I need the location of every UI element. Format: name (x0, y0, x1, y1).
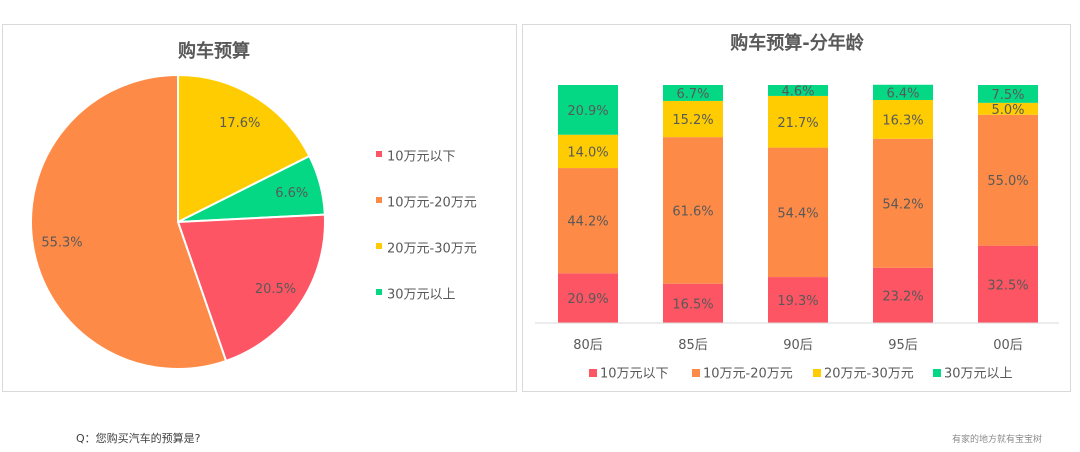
legend-swatch (376, 151, 382, 157)
bar-segment (663, 85, 723, 101)
source-watermark: 有家的地方就有宝宝树 (951, 435, 1042, 445)
x-tick-label: 00后 (993, 338, 1023, 353)
bar-segment-label: 6.4% (886, 86, 919, 101)
bar-segment-label: 19.3% (777, 294, 818, 309)
x-tick-label: 80后 (573, 338, 603, 353)
bar-segment (978, 114, 1038, 246)
bar-segment (768, 85, 828, 96)
legend-swatch (692, 369, 700, 377)
bar-segment (663, 137, 723, 284)
bar-segment-label: 55.0% (987, 174, 1028, 189)
legend-label: 10万元以下 (387, 150, 456, 165)
bar-segment-label: 21.7% (777, 116, 818, 131)
legend-swatch (933, 369, 941, 377)
legend-label: 30万元以上 (944, 367, 1013, 382)
pie-slice (177, 73, 311, 224)
legend-label: 20万元-30万元 (824, 367, 914, 382)
bar-segment (978, 85, 1038, 103)
bar-segment-label: 23.2% (882, 289, 923, 304)
bar-segment-label: 6.7% (676, 87, 709, 102)
legend-swatch (376, 243, 382, 249)
pie-chart-panel: 购车预算 17.6% 6.6% 20.5% 55.3% 10万元以下 10万元-20万元… (2, 24, 517, 392)
pie-slice (176, 213, 326, 363)
pie-slice (30, 73, 228, 370)
bar-segment (558, 134, 618, 169)
bar-segment (558, 273, 618, 323)
bar-segment (558, 85, 618, 135)
bar-chart-panel: 购车预算-分年龄 20.9% 44.2% 14.0% 20.9% 16.5% 61.6% 1… (522, 24, 1071, 392)
legend-label: 10万元以下 (600, 367, 669, 382)
legend-label: 20万元-30万元 (387, 242, 477, 257)
pie-chart-title: 购车预算 (178, 40, 250, 62)
legend-swatch (813, 369, 821, 377)
bar-segment (768, 277, 828, 323)
bar-segment (873, 99, 933, 139)
bar-segment (558, 168, 618, 274)
legend-swatch (376, 197, 382, 203)
pie-slice-label: 17.6% (219, 116, 260, 131)
bar-segment-label: 15.2% (672, 113, 713, 128)
legend-swatch (376, 289, 382, 295)
bar-segment (663, 100, 723, 138)
pie-slice-label: 55.3% (41, 235, 82, 250)
x-tick-label: 90后 (783, 338, 813, 353)
bar-chart-title: 购车预算-分年龄 (730, 32, 864, 54)
bar-segment-label: 4.6% (781, 84, 814, 99)
bar-segment-label: 54.2% (882, 197, 923, 212)
bar-segment (873, 267, 933, 323)
bar-segment-label: 20.9% (567, 292, 608, 307)
bar-segment-label: 5.0% (991, 103, 1024, 118)
bar-segment-label: 16.3% (882, 113, 923, 128)
bar-segment (768, 147, 828, 278)
bar-segment-label: 20.9% (567, 104, 608, 119)
legend-swatch (589, 369, 597, 377)
bar-segment-label: 44.2% (567, 215, 608, 230)
x-tick-label: 85后 (678, 338, 708, 353)
pie-chart: 购车预算 17.6% 6.6% 20.5% 55.3% 10万元以下 10万元-20万元… (30, 40, 477, 370)
bar-segment-label: 54.4% (777, 206, 818, 221)
pie-slice-label: 20.5% (255, 282, 296, 297)
bar-segment-label: 32.5% (987, 278, 1028, 293)
legend-label: 10万元-20万元 (703, 367, 793, 382)
bar-segment-label: 16.5% (672, 297, 713, 312)
survey-question: Q：您购买汽车的预算是? (76, 432, 201, 445)
stacked-bar-chart: 购车预算-分年龄 20.9% 44.2% 14.0% 20.9% 16.5% 61.6% 1… (535, 32, 1059, 382)
pie-slice-label: 6.6% (275, 186, 308, 201)
bar-segment (768, 95, 828, 148)
bar-segment-label: 61.6% (672, 204, 713, 219)
bar-segment (873, 84, 933, 100)
legend-label: 30万元以上 (387, 288, 456, 303)
bar-segment (978, 245, 1038, 323)
bar-segment-label: 7.5% (991, 88, 1024, 103)
bar-segment (663, 283, 723, 323)
x-tick-label: 95后 (888, 338, 918, 353)
legend-label: 10万元-20万元 (387, 196, 477, 211)
bar-segment-label: 14.0% (567, 145, 608, 160)
bar-segment (873, 138, 933, 268)
bar-segment (978, 102, 1038, 115)
